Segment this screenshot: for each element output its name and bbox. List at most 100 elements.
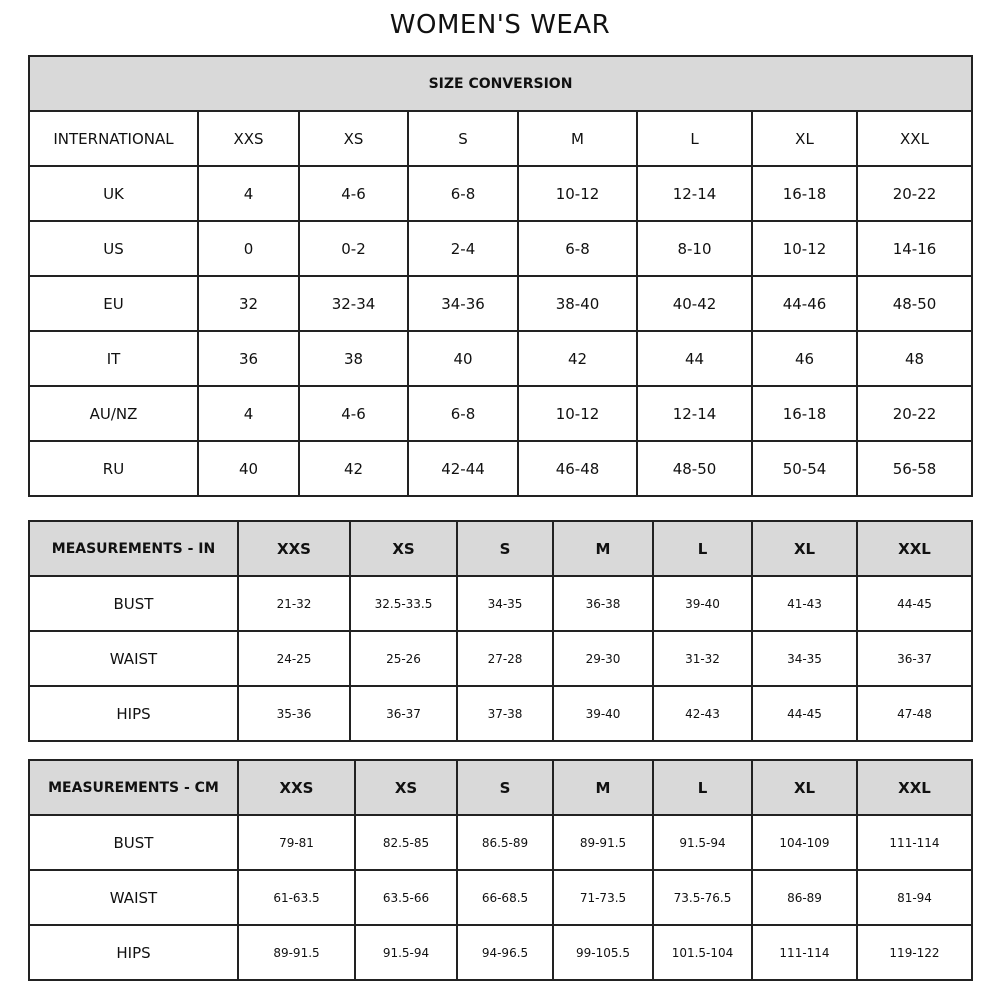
value-cell: 4 [197, 165, 300, 222]
size-header-cell: L [652, 759, 753, 816]
value-cell: 0 [197, 220, 300, 277]
row-label: RU [28, 440, 199, 497]
value-cell: 47-48 [856, 685, 973, 742]
value-cell: 42-43 [652, 685, 753, 742]
value-cell: 56-58 [856, 440, 973, 497]
row-label: HIPS [28, 685, 239, 742]
value-cell: 0-2 [298, 220, 409, 277]
value-cell: 27-28 [456, 630, 554, 687]
header-row: MEASUREMENTS - IN XXS XS S M L XL XXL [28, 520, 973, 577]
value-cell: 20-22 [856, 385, 973, 442]
row-label: BUST [28, 814, 239, 871]
measurements-cm-table: MEASUREMENTS - CM XXS XS S M L XL XXL BUST 79-81 8… [28, 759, 973, 981]
value-cell: 44-45 [751, 685, 858, 742]
value-cell: 82.5-85 [354, 814, 458, 871]
value-cell: 48-50 [856, 275, 973, 332]
value-cell: 40 [197, 440, 300, 497]
value-cell: 4-6 [298, 385, 409, 442]
value-cell: 39-40 [652, 575, 753, 632]
table-row: BUST 79-81 82.5-85 86.5-89 89-91.5 91.5-94 104… [28, 814, 973, 871]
value-cell: 42 [517, 330, 638, 387]
value-cell: 37-38 [456, 685, 554, 742]
row-label: MEASUREMENTS - IN [28, 520, 239, 577]
size-header-cell: XXS [237, 520, 351, 577]
header-row: MEASUREMENTS - CM XXS XS S M L XL XXL [28, 759, 973, 816]
table-row: WAIST 61-63.5 63.5-66 66-68.5 71-73.5 73.5-76… [28, 869, 973, 926]
value-cell: 46-48 [517, 440, 638, 497]
value-cell: 8-10 [636, 220, 753, 277]
table-row: BUST 21-32 32.5-33.5 34-35 36-38 39-40 41-43 44… [28, 575, 973, 632]
value-cell: 44 [636, 330, 753, 387]
row-label: AU/NZ [28, 385, 199, 442]
value-cell: 25-26 [349, 630, 458, 687]
header-row: INTERNATIONAL XXS XS S M L XL XXL [28, 110, 973, 167]
measurements-in-table: MEASUREMENTS - IN XXS XS S M L XL XXL BUST 21-32 3… [28, 520, 973, 742]
value-cell: 29-30 [552, 630, 654, 687]
value-cell: 39-40 [552, 685, 654, 742]
value-cell: 34-35 [456, 575, 554, 632]
size-header-cell: XL [751, 520, 858, 577]
value-cell: 44-46 [751, 275, 858, 332]
size-header-cell: XXS [197, 110, 300, 167]
value-cell: 42-44 [407, 440, 519, 497]
value-cell: 4 [197, 385, 300, 442]
value-cell: 10-12 [517, 385, 638, 442]
value-cell: 24-25 [237, 630, 351, 687]
row-label: EU [28, 275, 199, 332]
value-cell: 42 [298, 440, 409, 497]
value-cell: 32.5-33.5 [349, 575, 458, 632]
value-cell: 79-81 [237, 814, 356, 871]
table-row: RU 40 42 42-44 46-48 48-50 50-54 56-58 [28, 440, 973, 497]
value-cell: 41-43 [751, 575, 858, 632]
row-label: INTERNATIONAL [28, 110, 199, 167]
size-header-cell: XS [354, 759, 458, 816]
value-cell: 73.5-76.5 [652, 869, 753, 926]
value-cell: 50-54 [751, 440, 858, 497]
size-header-cell: XXL [856, 759, 973, 816]
value-cell: 35-36 [237, 685, 351, 742]
table-row: UK 4 4-6 6-8 10-12 12-14 16-18 20-22 [28, 165, 973, 222]
row-label: UK [28, 165, 199, 222]
value-cell: 81-94 [856, 869, 973, 926]
size-header-cell: XS [298, 110, 409, 167]
table-row: HIPS 35-36 36-37 37-38 39-40 42-43 44-45 47-48 [28, 685, 973, 742]
table-row: WAIST 24-25 25-26 27-28 29-30 31-32 34-35 36-37 [28, 630, 973, 687]
size-header-cell: M [517, 110, 638, 167]
value-cell: 66-68.5 [456, 869, 554, 926]
value-cell: 38 [298, 330, 409, 387]
value-cell: 36-38 [552, 575, 654, 632]
value-cell: 71-73.5 [552, 869, 654, 926]
value-cell: 101.5-104 [652, 924, 753, 981]
value-cell: 36-37 [856, 630, 973, 687]
value-cell: 89-91.5 [552, 814, 654, 871]
value-cell: 12-14 [636, 385, 753, 442]
size-header-cell: L [652, 520, 753, 577]
table-row: IT 36 38 40 42 44 46 48 [28, 330, 973, 387]
value-cell: 36 [197, 330, 300, 387]
size-header-cell: L [636, 110, 753, 167]
table-row: US 0 0-2 2-4 6-8 8-10 10-12 14-16 [28, 220, 973, 277]
value-cell: 104-109 [751, 814, 858, 871]
value-cell: 16-18 [751, 165, 858, 222]
size-header-cell: XL [751, 110, 858, 167]
value-cell: 14-16 [856, 220, 973, 277]
size-header-cell: XXS [237, 759, 356, 816]
value-cell: 48-50 [636, 440, 753, 497]
size-header-cell: XXL [856, 110, 973, 167]
value-cell: 86.5-89 [456, 814, 554, 871]
value-cell: 10-12 [517, 165, 638, 222]
value-cell: 16-18 [751, 385, 858, 442]
row-label: WAIST [28, 869, 239, 926]
row-label: HIPS [28, 924, 239, 981]
value-cell: 32-34 [298, 275, 409, 332]
value-cell: 31-32 [652, 630, 753, 687]
size-header-cell: M [552, 520, 654, 577]
value-cell: 119-122 [856, 924, 973, 981]
row-label: MEASUREMENTS - CM [28, 759, 239, 816]
value-cell: 86-89 [751, 869, 858, 926]
size-header-cell: S [456, 520, 554, 577]
row-label: BUST [28, 575, 239, 632]
row-label: US [28, 220, 199, 277]
size-header-cell: XL [751, 759, 858, 816]
value-cell: 40-42 [636, 275, 753, 332]
